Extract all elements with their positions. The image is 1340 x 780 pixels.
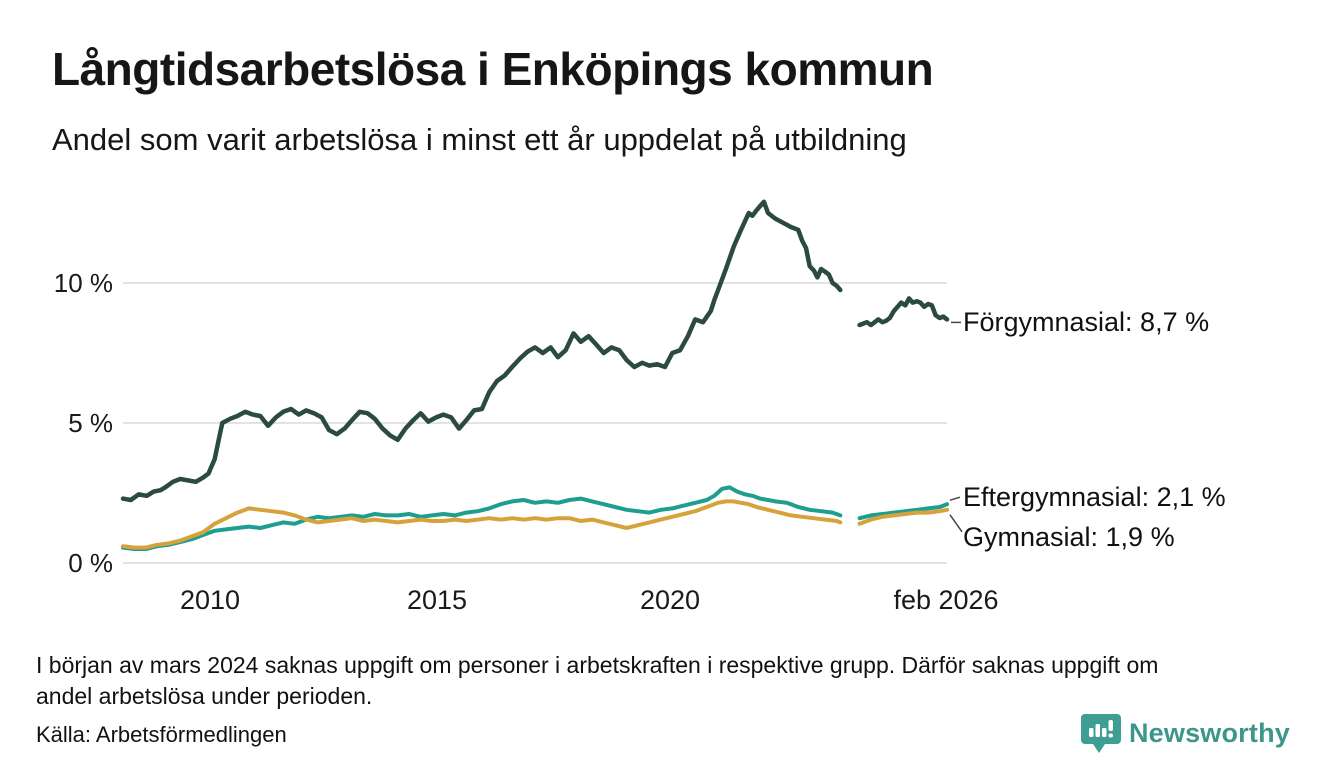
y-axis-tick-0: 0 % (68, 548, 113, 578)
y-axis-tick-5: 5 % (68, 408, 113, 438)
newsworthy-logo-icon (1080, 714, 1121, 753)
page-subtitle: Andel som varit arbetslösa i minst ett å… (52, 122, 907, 157)
series-line-eftergymnasial (857, 502, 949, 521)
series-label-eftergymnasial: Eftergymnasial: 2,1 % (963, 482, 1226, 512)
label-connector-gymnasial (949, 514, 963, 533)
label-connector-eftergymnasial (949, 496, 961, 501)
chart-footnote: I början av mars 2024 saknas uppgift om … (36, 650, 1158, 712)
series-line-gymnasial (857, 507, 949, 526)
series-line-förgymnasial (120, 199, 843, 503)
x-axis-tick-feb2026: feb 2026 (893, 585, 999, 615)
source-credit: Källa: Arbetsförmedlingen (36, 722, 287, 747)
newsworthy-brand: Newsworthy (1080, 712, 1290, 754)
footnote-line-1: I början av mars 2024 saknas uppgift om … (36, 652, 1159, 678)
series-line-eftergymnasial (121, 485, 843, 551)
x-axis-tick-2010: 2010 (179, 585, 241, 615)
x-axis-tick-2015: 2015 (406, 585, 468, 615)
y-axis-tick-10: 10 % (53, 268, 113, 298)
series-line-gymnasial (121, 499, 843, 550)
newsworthy-logo-text: Newsworthy (1128, 717, 1290, 748)
x-axis-tick-2020: 2020 (639, 585, 701, 615)
page-title: Långtidsarbetslösa i Enköpings kommun (52, 43, 934, 95)
series-label-gymnasial: Gymnasial: 1,9 % (963, 522, 1175, 552)
series-line-förgymnasial (857, 296, 950, 328)
footnote-line-2: andel arbetslösa under perioden. (36, 683, 373, 709)
series-label-forgymnasial: Förgymnasial: 8,7 % (963, 307, 1210, 337)
